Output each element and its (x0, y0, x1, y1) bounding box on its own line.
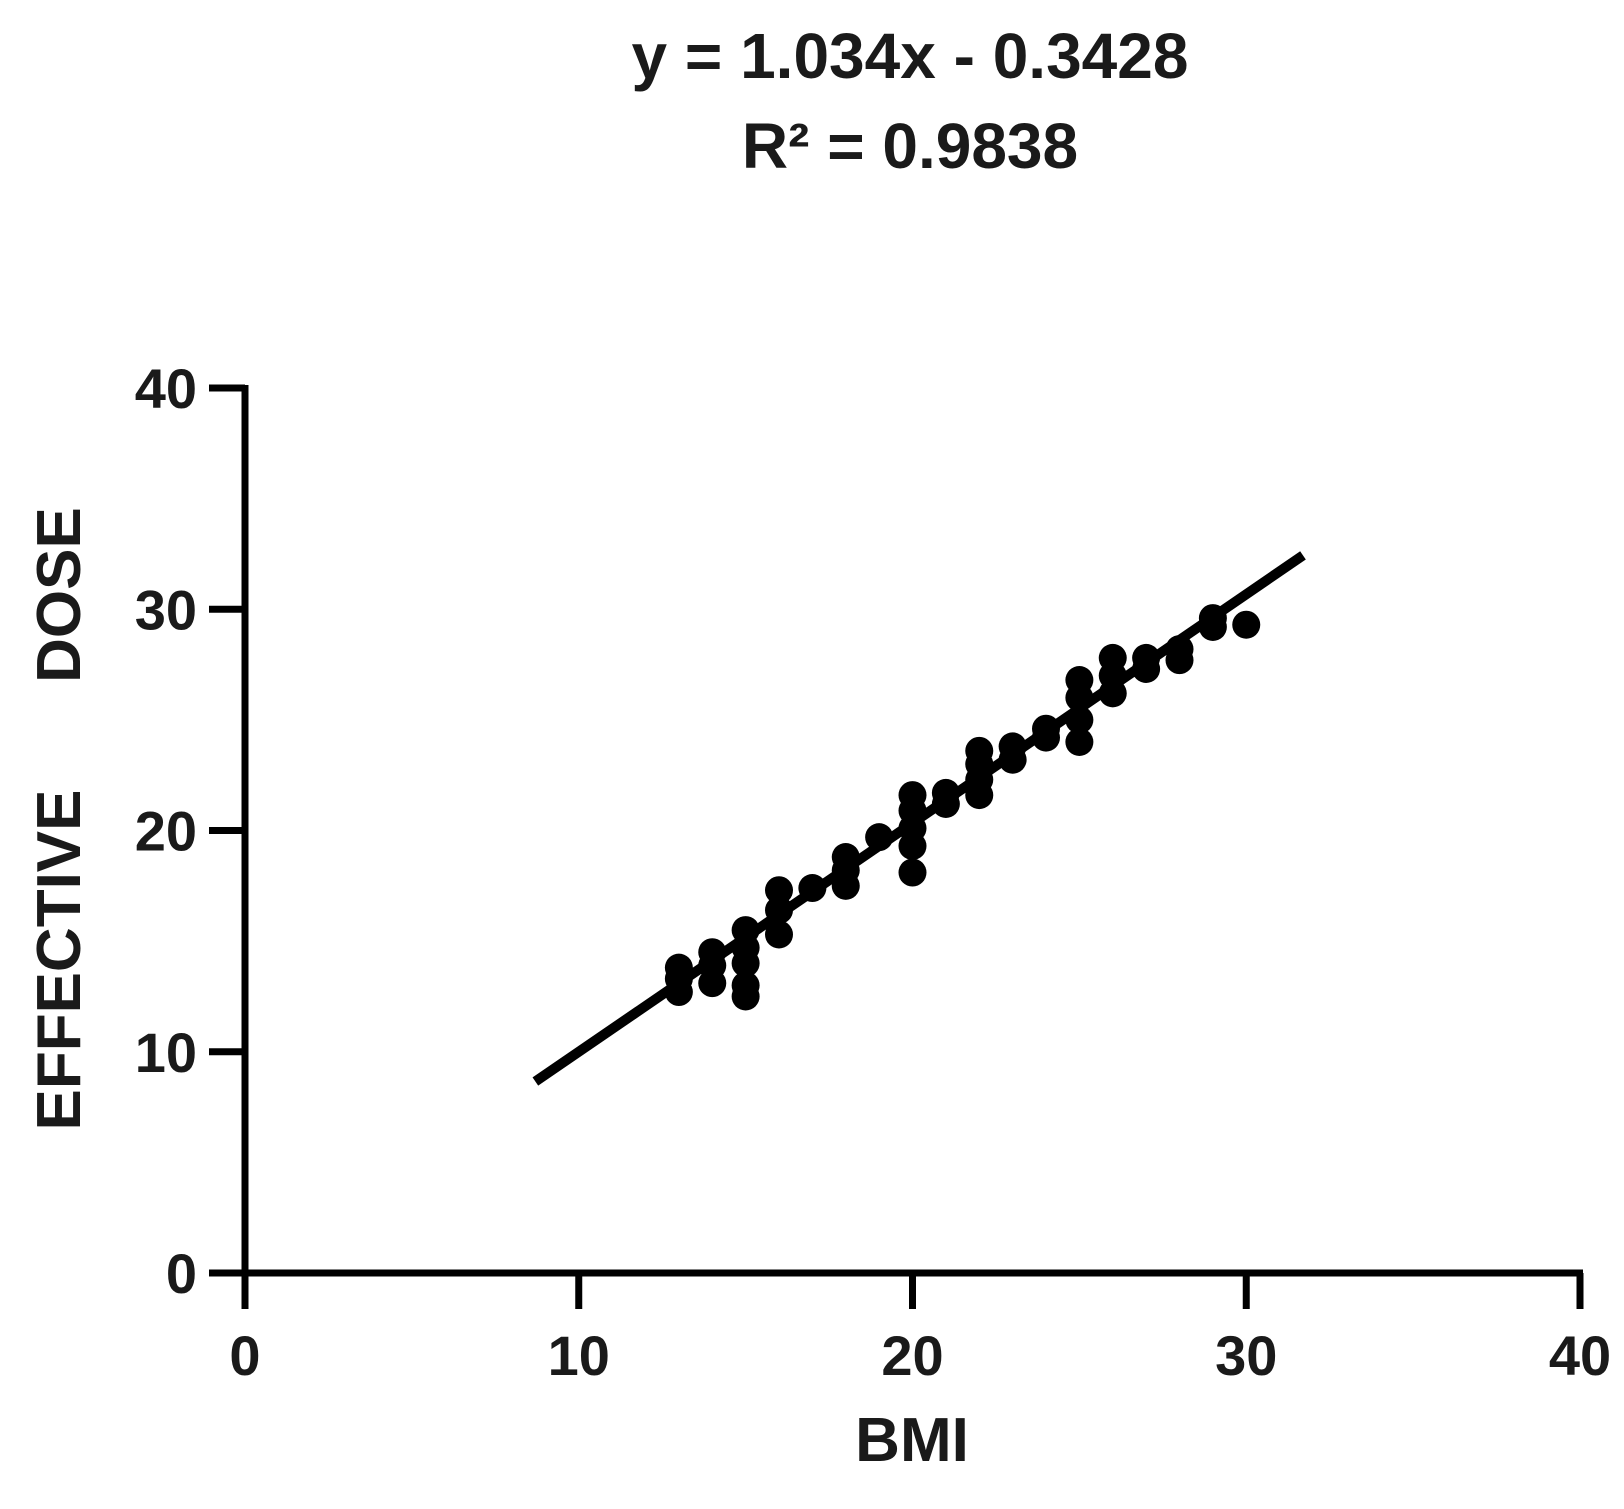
chart-title-line-1: y = 1.034x - 0.3428 (632, 20, 1189, 92)
data-point (1132, 643, 1161, 672)
data-point (698, 938, 727, 967)
data-point (965, 736, 994, 765)
data-point (865, 823, 894, 852)
data-point (1065, 705, 1094, 734)
data-point (798, 874, 827, 903)
data-point (1198, 604, 1227, 633)
y-tick-label: 0 (166, 1242, 197, 1305)
data-point (1065, 728, 1094, 756)
data-point (765, 896, 793, 925)
axes: 0 10 20 30 40 0 10 20 30 40 (135, 357, 1611, 1387)
x-tick-label: 0 (229, 1324, 260, 1387)
x-axis-label: BMI (855, 1406, 969, 1475)
data-point (898, 781, 927, 810)
data-point (765, 876, 793, 905)
data-point (1165, 635, 1194, 664)
y-tick-label: 20 (135, 800, 197, 863)
x-tick-label: 10 (548, 1324, 610, 1387)
data-point (731, 916, 760, 945)
data-point (1032, 714, 1060, 743)
data-points (664, 604, 1261, 1011)
chart-title-line-2: R² = 0.9838 (742, 110, 1078, 182)
y-tick-label: 10 (135, 1021, 197, 1084)
y-axis-label-word-2: DOSE (25, 507, 94, 683)
data-point (664, 953, 693, 982)
y-axis-label: EFFECTIVE DOSE (25, 507, 94, 1130)
data-point (831, 843, 860, 872)
data-point (1098, 643, 1127, 672)
data-point (998, 732, 1027, 761)
x-tick-label: 30 (1215, 1324, 1277, 1387)
data-point (1065, 666, 1094, 695)
y-tick-label: 40 (135, 357, 197, 420)
x-tick-label: 20 (881, 1324, 943, 1387)
data-point (1232, 610, 1261, 639)
x-tick-label: 40 (1549, 1324, 1611, 1387)
data-point (931, 778, 960, 807)
data-point (765, 920, 793, 949)
data-point (731, 971, 760, 1000)
y-tick-label: 30 (135, 578, 197, 641)
data-point (898, 858, 927, 887)
y-axis-label-word-1: EFFECTIVE (25, 789, 94, 1130)
